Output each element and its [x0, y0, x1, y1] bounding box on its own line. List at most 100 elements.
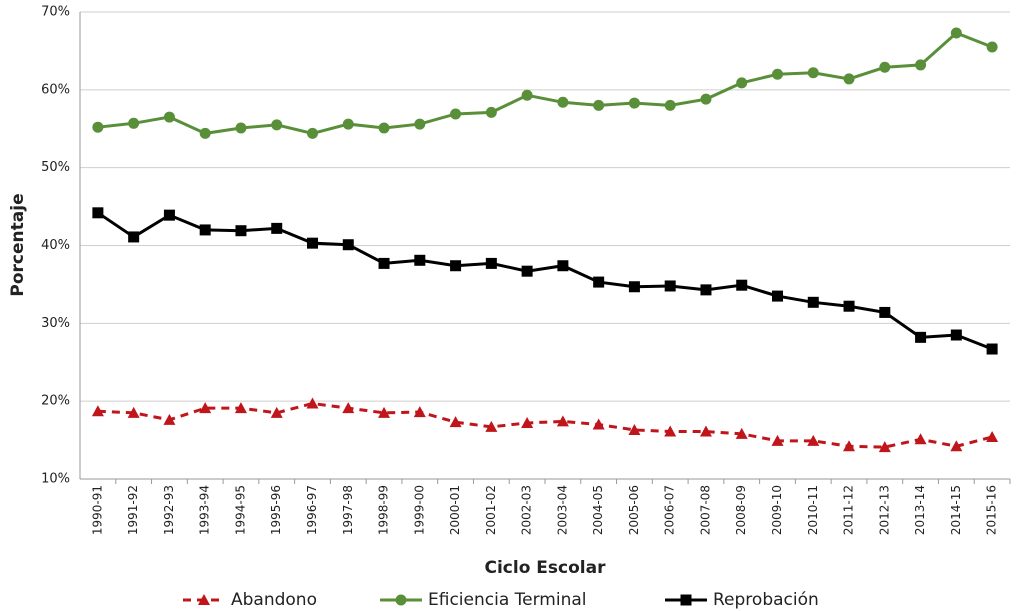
data-point	[664, 425, 677, 437]
x-tick-label: 2011-12	[842, 485, 856, 535]
legend-label: Abandono	[231, 590, 317, 610]
y-tick-label: 10%	[41, 472, 70, 487]
data-point	[270, 406, 283, 418]
data-point	[306, 397, 319, 409]
data-point	[199, 127, 211, 139]
data-point	[771, 434, 784, 446]
data-point	[92, 207, 104, 219]
data-point	[199, 402, 212, 414]
x-tick-label: 1993-94	[198, 485, 212, 535]
y-axis-title: Porcentaje	[8, 193, 28, 296]
data-point	[342, 239, 354, 251]
data-point	[628, 423, 641, 435]
data-point	[807, 67, 819, 79]
data-point	[843, 300, 855, 312]
data-point	[592, 418, 605, 430]
data-point	[485, 106, 497, 118]
x-tick-label: 1996-97	[305, 485, 319, 535]
data-point	[986, 343, 998, 355]
data-point	[235, 122, 247, 134]
data-point	[915, 59, 927, 71]
data-point	[234, 402, 247, 414]
x-tick-label: 2015-16	[985, 485, 999, 535]
data-point	[163, 111, 175, 123]
data-point	[307, 127, 318, 139]
data-point	[735, 427, 748, 439]
data-point	[664, 280, 676, 292]
data-point	[92, 121, 104, 133]
x-tick-label: 1995-96	[269, 485, 283, 535]
x-tick-label: 2009-10	[770, 485, 784, 535]
x-tick-label: 2010-11	[806, 485, 820, 535]
series-line	[97, 211, 993, 351]
data-point	[843, 440, 856, 452]
data-point	[950, 440, 963, 452]
legend-label: Eficiencia Terminal	[428, 590, 587, 610]
y-tick-label: 20%	[41, 394, 70, 409]
data-point	[950, 329, 962, 341]
x-tick-label: 2008-09	[734, 485, 748, 535]
data-point	[772, 290, 783, 302]
legend-marker	[395, 594, 407, 606]
x-tick-label: 1991-92	[126, 485, 140, 535]
x-tick-label: 2007-08	[698, 485, 712, 535]
data-point	[736, 77, 748, 89]
data-point	[521, 416, 534, 428]
y-tick-label: 60%	[41, 82, 70, 97]
data-point	[485, 420, 498, 432]
x-tick-label: 1997-98	[341, 485, 355, 535]
data-point	[414, 254, 426, 266]
x-tick-label: 2000-01	[448, 485, 462, 535]
data-point	[879, 61, 891, 73]
series-line	[97, 401, 993, 449]
data-point	[271, 222, 283, 234]
x-tick-label: 1999-00	[412, 485, 426, 535]
x-tick-label: 2005-06	[627, 485, 641, 535]
data-point	[700, 93, 712, 105]
data-point	[378, 406, 391, 418]
y-tick-label: 40%	[41, 238, 70, 253]
data-point	[593, 276, 605, 288]
data-point	[915, 331, 927, 343]
data-point	[914, 433, 927, 445]
legend-marker	[680, 594, 692, 606]
data-point	[950, 27, 962, 39]
data-point	[628, 97, 640, 109]
x-tick-label: 1992-93	[162, 485, 176, 535]
data-point	[163, 413, 176, 425]
data-point	[91, 405, 104, 417]
data-point	[450, 260, 462, 272]
x-tick-label: 2006-07	[663, 485, 677, 535]
x-tick-label: 2001-02	[484, 485, 498, 535]
data-point	[378, 257, 390, 269]
data-point	[449, 416, 462, 428]
x-tick-label: 2003-04	[555, 485, 569, 535]
x-tick-label: 2002-03	[520, 485, 534, 535]
data-point	[199, 224, 211, 236]
data-point	[879, 306, 891, 318]
data-point	[628, 281, 640, 293]
data-point	[342, 118, 354, 130]
x-tick-label: 1994-95	[233, 485, 247, 535]
data-point	[986, 41, 998, 53]
data-point	[413, 406, 426, 418]
x-tick-label: 2004-05	[591, 485, 605, 535]
data-point	[664, 99, 676, 111]
data-point	[521, 89, 533, 101]
data-point	[772, 68, 783, 80]
data-point	[699, 425, 712, 437]
data-point	[556, 415, 569, 427]
data-point	[378, 122, 390, 134]
data-point	[128, 231, 140, 243]
data-point	[878, 441, 891, 453]
data-point	[521, 265, 533, 277]
data-point	[807, 296, 819, 308]
data-point	[843, 73, 855, 85]
x-tick-label: 1990-91	[90, 485, 104, 535]
data-point	[557, 96, 569, 108]
x-tick-label: 1998-99	[377, 485, 391, 535]
data-point	[700, 284, 712, 296]
x-tick-label: 2012-13	[877, 485, 891, 535]
data-point	[127, 406, 140, 418]
